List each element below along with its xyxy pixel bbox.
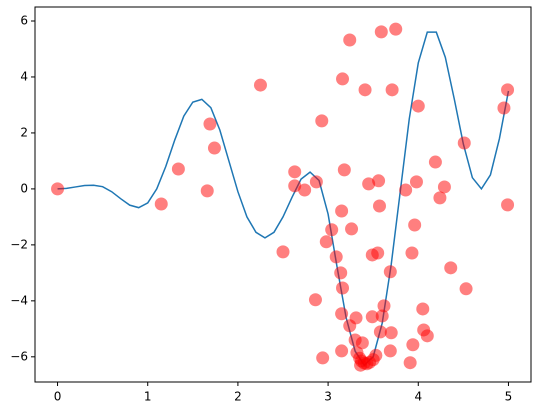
point: [406, 338, 420, 352]
point: [315, 114, 329, 128]
y-tick-label: −6: [10, 349, 28, 363]
point: [358, 83, 372, 97]
point: [335, 344, 349, 358]
point: [362, 177, 376, 191]
point: [345, 222, 359, 236]
point: [253, 78, 267, 92]
y-tick-label: −4: [10, 293, 28, 307]
point: [372, 199, 386, 213]
point: [154, 197, 168, 211]
point: [389, 22, 403, 36]
point: [171, 162, 185, 176]
point: [457, 136, 471, 150]
point: [51, 182, 65, 196]
point: [501, 83, 515, 97]
point: [335, 204, 349, 218]
point: [433, 191, 447, 205]
x-tick-label: 5: [505, 390, 513, 404]
point: [383, 265, 397, 279]
point: [335, 307, 349, 321]
point: [288, 179, 302, 193]
point: [276, 245, 290, 259]
x-tick-label: 1: [144, 390, 152, 404]
point: [372, 174, 386, 188]
x-tick-label: 3: [324, 390, 332, 404]
point: [437, 180, 451, 194]
point: [319, 235, 333, 249]
line: [57, 31, 510, 367]
point: [349, 311, 363, 325]
point: [343, 33, 357, 47]
y-tick-label: 4: [20, 69, 28, 83]
point: [420, 329, 434, 343]
point: [207, 141, 221, 155]
point: [377, 299, 391, 313]
point: [369, 348, 383, 362]
y-tick-label: −2: [10, 237, 28, 251]
point: [374, 25, 388, 39]
point: [403, 356, 417, 370]
point: [337, 163, 351, 177]
point: [329, 250, 343, 264]
x-tick-label: 0: [54, 390, 62, 404]
point: [298, 183, 312, 197]
point: [316, 351, 330, 365]
point: [411, 99, 425, 113]
point: [336, 281, 350, 295]
point: [308, 293, 322, 307]
point: [375, 309, 389, 323]
point: [409, 175, 423, 189]
point: [497, 101, 511, 115]
point: [354, 358, 368, 372]
point: [371, 246, 385, 260]
point: [459, 282, 473, 296]
point: [325, 223, 339, 237]
point: [405, 246, 419, 260]
x-tick-label: 2: [234, 390, 242, 404]
point: [428, 155, 442, 169]
y-tick-label: 6: [20, 13, 28, 27]
point: [416, 302, 430, 316]
point: [336, 72, 350, 86]
point: [373, 325, 387, 339]
point: [501, 198, 515, 212]
y-tick-label: 2: [20, 125, 28, 139]
point: [444, 261, 458, 275]
point: [200, 184, 214, 198]
point: [408, 218, 422, 232]
point: [348, 333, 362, 347]
point: [384, 326, 398, 340]
axes-frame: [34, 6, 532, 383]
point: [309, 175, 323, 189]
point: [399, 183, 413, 197]
x-tick-label: 4: [414, 390, 422, 404]
point: [383, 344, 397, 358]
point: [288, 165, 302, 179]
point: [365, 310, 379, 324]
y-tick-label: 0: [20, 181, 28, 195]
point: [203, 117, 217, 131]
point: [385, 83, 399, 97]
point: [334, 266, 348, 280]
